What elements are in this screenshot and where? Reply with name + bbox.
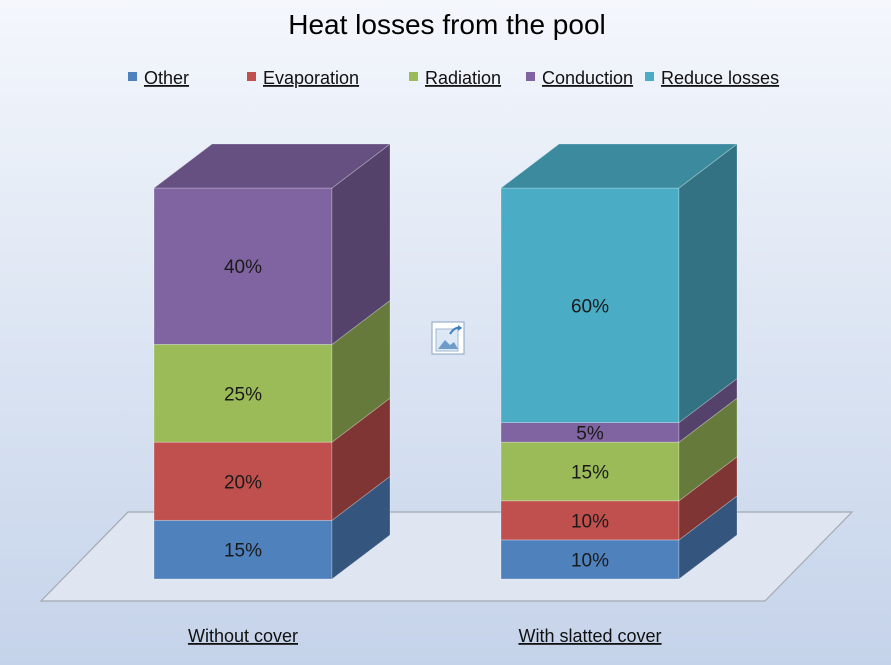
bar-without-cover-other bbox=[153, 519, 333, 580]
data-label-with-slatted-cover-other: 10% bbox=[571, 550, 609, 571]
category-labels: Without cover With slatted cover bbox=[188, 626, 662, 646]
bar-with-slatted-cover-reduce-losses-side bbox=[678, 143, 738, 424]
data-label-without-cover-conduction: 40% bbox=[224, 257, 262, 278]
data-label-with-slatted-cover-radiation: 15% bbox=[571, 462, 609, 483]
bars-group: 15% 20% 25% 40% 10% 10% 15% 5% 60% bbox=[152, 143, 739, 580]
bar-with-slatted-cover-reduce-losses-top bbox=[499, 143, 739, 189]
legend-swatch-conduction bbox=[526, 72, 535, 81]
data-label-without-cover-other: 15% bbox=[224, 541, 262, 562]
legend-label-radiation: Radiation bbox=[425, 68, 501, 88]
category-label-without-cover: Without cover bbox=[188, 626, 298, 646]
bar-with-slatted-cover-reduce-losses bbox=[500, 187, 680, 424]
data-label-with-slatted-cover-evaporation: 10% bbox=[571, 511, 609, 532]
data-label-with-slatted-cover-reduce-losses: 60% bbox=[571, 296, 609, 317]
bar-without-cover-radiation bbox=[153, 343, 333, 443]
bar-stack-without-cover: 15% 20% 25% 40% bbox=[152, 143, 392, 580]
legend-label-conduction: Conduction bbox=[542, 68, 633, 88]
chart-title: Heat losses from the pool bbox=[288, 9, 606, 40]
bar-without-cover-conduction-top bbox=[152, 143, 392, 189]
picture-icon bbox=[431, 321, 465, 355]
bar-with-slatted-cover-other bbox=[500, 539, 680, 580]
legend: Other Evaporation Radiation Conduction Reduc… bbox=[128, 68, 779, 88]
bar-with-slatted-cover-radiation bbox=[500, 441, 680, 502]
legend-swatch-evaporation bbox=[247, 72, 256, 81]
bar-stack-with-slatted-cover: 10% 10% 15% 5% 60% bbox=[499, 143, 739, 580]
legend-label-other: Other bbox=[144, 68, 189, 88]
data-label-without-cover-radiation: 25% bbox=[224, 384, 262, 405]
data-label-with-slatted-cover-conduction: 5% bbox=[576, 423, 604, 444]
legend-label-evaporation: Evaporation bbox=[263, 68, 359, 88]
category-label-with-slatted-cover: With slatted cover bbox=[518, 626, 661, 646]
bar-without-cover-conduction bbox=[153, 187, 333, 345]
data-label-without-cover-evaporation: 20% bbox=[224, 472, 262, 493]
legend-label-reduce-losses: Reduce losses bbox=[661, 68, 779, 88]
legend-swatch-reduce-losses bbox=[645, 72, 654, 81]
legend-swatch-other bbox=[128, 72, 137, 81]
legend-swatch-radiation bbox=[409, 72, 418, 81]
bar-with-slatted-cover-evaporation bbox=[500, 500, 680, 541]
bar-without-cover-evaporation bbox=[153, 441, 333, 521]
